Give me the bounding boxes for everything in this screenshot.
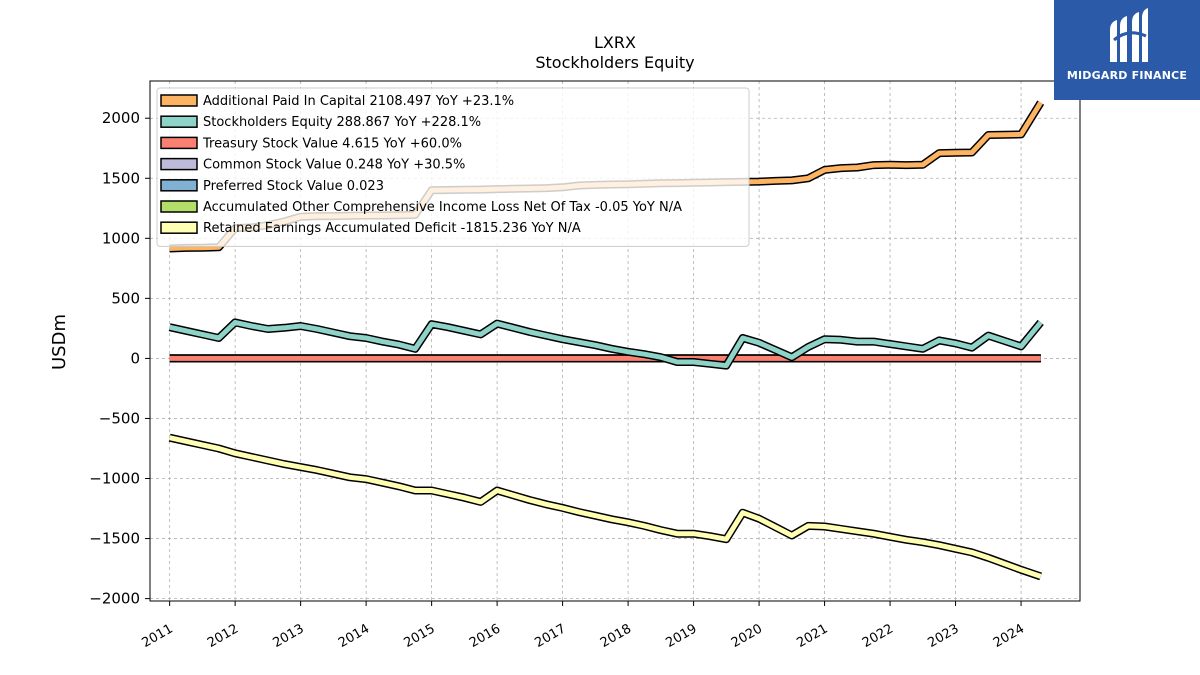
chart-title: LXRX: [594, 33, 636, 52]
x-tick-label: 2012: [205, 621, 241, 651]
x-tick-label: 2022: [860, 621, 896, 651]
x-tick-label: 2016: [467, 621, 503, 651]
x-tick-label: 2019: [663, 621, 699, 651]
series-retained-earnings-accumulated-deficit: [168, 433, 1042, 581]
legend-swatch: [160, 200, 198, 213]
x-tick-label: 2024: [991, 621, 1027, 651]
legend-label: Accumulated Other Comprehensive Income L…: [203, 200, 682, 215]
y-tick-label: 2000: [102, 109, 140, 127]
y-tick-label: 0: [130, 349, 140, 367]
series-line: [169, 319, 1043, 369]
x-tick-label: 2011: [139, 621, 175, 651]
legend-label: Common Stock Value 0.248 YoY +30.5%: [203, 158, 465, 173]
legend-swatch: [160, 115, 198, 128]
y-tick-label: −1000: [89, 470, 140, 488]
x-tick-label: 2015: [401, 621, 437, 651]
x-axis-ticks: 2011 2012 2013 2014 2015 2016 2017 2018 2019 2020…: [139, 601, 1027, 651]
brand-mark-icon: [1110, 8, 1148, 62]
y-tick-label: 500: [111, 289, 140, 307]
x-tick-label: 2023: [925, 621, 961, 651]
legend-item: Common Stock Value 0.248 YoY +30.5%: [160, 157, 465, 173]
legend-label: Retained Earnings Accumulated Deficit -1…: [203, 221, 581, 236]
brand-name: MIDGARD FINANCE: [1066, 69, 1188, 82]
legend-label: Treasury Stock Value 4.615 YoY +60.0%: [202, 136, 462, 151]
legend-label: Additional Paid In Capital 2108.497 YoY …: [203, 94, 514, 109]
legend-swatch: [160, 179, 198, 192]
legend-item: Retained Earnings Accumulated Deficit -1…: [160, 221, 581, 236]
legend-item: Accumulated Other Comprehensive Income L…: [160, 200, 682, 215]
y-axis-label: USDm: [49, 314, 70, 370]
y-tick-label: 1000: [102, 229, 140, 247]
series-lines: [168, 100, 1045, 581]
plot-frame: [149, 80, 1081, 602]
chart-subtitle: Stockholders Equity: [535, 53, 694, 72]
legend-label: Stockholders Equity 288.867 YoY +228.1%: [203, 115, 481, 130]
legend-swatch: [160, 157, 198, 171]
y-tick-label: 1500: [102, 169, 140, 187]
x-tick-label: 2021: [794, 621, 830, 651]
series-line: [169, 435, 1042, 579]
legend-item: Additional Paid In Capital 2108.497 YoY …: [160, 94, 514, 109]
brand-logo: MIDGARD FINANCE: [1054, 0, 1200, 100]
y-tick-label: −500: [99, 409, 140, 427]
legend-label: Preferred Stock Value 0.023: [203, 179, 384, 194]
y-tick-label: −1500: [89, 530, 140, 548]
legend-item: Stockholders Equity 288.867 YoY +228.1%: [160, 115, 481, 130]
x-tick-label: 2013: [270, 621, 306, 651]
y-axis-ticks: 2000 1500 1000 500 0 −500 −1000 −1500 −2000: [89, 109, 150, 608]
legend-swatch: [160, 136, 198, 150]
legend: Additional Paid In Capital 2108.497 YoY …: [156, 87, 750, 247]
legend-swatch: [160, 221, 198, 234]
legend-item: Preferred Stock Value 0.023: [160, 179, 384, 194]
y-tick-label: −2000: [89, 590, 140, 608]
x-tick-label: 2014: [336, 621, 372, 651]
x-tick-label: 2018: [598, 621, 634, 651]
series-stockholders-equity: [168, 318, 1044, 370]
x-tick-label: 2020: [729, 621, 765, 651]
legend-item: Treasury Stock Value 4.615 YoY +60.0%: [160, 136, 462, 151]
legend-swatch: [160, 94, 198, 107]
x-tick-label: 2017: [532, 621, 568, 651]
legend-box: [156, 87, 750, 247]
